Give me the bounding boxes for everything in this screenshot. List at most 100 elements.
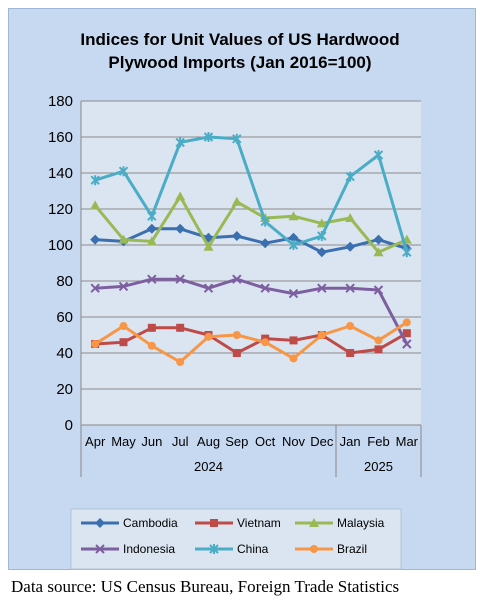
point-vietnam-3 (176, 323, 185, 332)
point-china-4 (203, 132, 214, 142)
point-cambodia-0 (90, 234, 101, 245)
point-cambodia-2 (146, 223, 157, 234)
point-cambodia-10 (373, 234, 384, 245)
x-tick-label-7: Nov (282, 434, 306, 449)
point-brazil-7 (289, 354, 298, 363)
point-malaysia-8 (316, 218, 327, 228)
legend-marker-vietnam (210, 519, 218, 527)
x-tick-label-1: May (111, 434, 136, 449)
series-line-vietnam (95, 326, 408, 355)
legend-label-cambodia: Cambodia (123, 516, 178, 530)
point-china-9 (345, 171, 355, 182)
point-vietnam-10 (374, 345, 383, 354)
legend-label-indonesia: Indonesia (123, 542, 175, 556)
point-cambodia-8 (316, 247, 327, 258)
legend-marker-indonesia (95, 544, 105, 554)
y-tick-label-2: 40 (56, 345, 73, 362)
point-china-3 (175, 137, 185, 148)
y-tick-label-7: 140 (48, 165, 73, 182)
point-malaysia-7 (288, 211, 299, 221)
legend: Cambodia Vietnam Malaysia Indonesia China Bra… (70, 508, 402, 570)
point-malaysia-1 (118, 234, 129, 244)
point-cambodia-9 (345, 241, 356, 252)
x-tick-label-0: Apr (85, 434, 106, 449)
point-indonesia-0 (90, 283, 100, 293)
x-tick-label-6: Oct (255, 434, 276, 449)
point-brazil-9 (346, 322, 355, 330)
y-tick-label-9: 180 (48, 93, 73, 110)
y-tick-label-3: 60 (56, 309, 73, 326)
point-indonesia-1 (118, 281, 129, 292)
point-indonesia-2 (147, 274, 157, 284)
point-indonesia-10 (373, 285, 384, 295)
point-vietnam-1 (119, 338, 128, 347)
point-malaysia-9 (345, 213, 356, 222)
legend-marker-brazil (310, 545, 318, 553)
point-brazil-11 (402, 318, 411, 327)
y-tick-label-8: 160 (48, 129, 73, 146)
chart-title: Indices for Unit Values of US Hardwood P… (80, 30, 399, 72)
year-label-2025: 2025 (364, 459, 393, 474)
point-china-1 (118, 166, 129, 177)
point-china-5 (232, 133, 242, 144)
x-tick-label-3: Jul (172, 434, 189, 449)
point-vietnam-7 (289, 336, 298, 345)
point-malaysia-4 (203, 241, 214, 251)
x-tick-label-5: Sep (225, 434, 248, 449)
series-line-brazil (94, 321, 408, 364)
point-china-8 (317, 231, 327, 241)
legend-label-malaysia: Malaysia (337, 516, 385, 530)
point-china-10 (373, 150, 384, 160)
x-tick-label-11: Mar (396, 434, 419, 449)
y-tick-label-6: 120 (48, 201, 73, 218)
plot-area (81, 101, 421, 425)
y-tick-label-0: 0 (65, 417, 73, 434)
legend-label-china: China (237, 542, 269, 556)
point-indonesia-4 (203, 283, 214, 293)
legend-marker-china (209, 544, 219, 554)
series-line-indonesia (95, 277, 409, 345)
chart-title-line-1: Indices for Unit Values of US Hardwood (80, 30, 399, 49)
point-china-7 (288, 240, 299, 250)
point-indonesia-6 (260, 283, 270, 293)
point-vietnam-11 (402, 329, 411, 338)
point-indonesia-5 (232, 274, 242, 284)
point-china-6 (260, 216, 270, 227)
point-china-0 (90, 175, 100, 186)
point-vietnam-9 (346, 349, 355, 357)
point-brazil-2 (147, 341, 156, 350)
x-tick-label-4: Aug (197, 434, 220, 449)
plot-area-group: 0 20 40 60 80 100 120 140 160 180 Apr May Jun Jul Aug S… (48, 93, 422, 477)
point-malaysia-5 (231, 196, 242, 206)
point-brazil-4 (204, 332, 213, 341)
point-malaysia-10 (373, 247, 384, 257)
x-tick-label-2: Jun (141, 434, 162, 449)
year-label-2024: 2024 (194, 459, 223, 474)
legend-label-brazil: Brazil (337, 542, 367, 556)
point-brazil-3 (176, 358, 185, 366)
legend-marker-cambodia (95, 518, 105, 528)
point-vietnam-5 (232, 349, 241, 357)
series-line-cambodia (95, 227, 408, 254)
series-line-malaysia (94, 194, 408, 254)
point-brazil-8 (317, 331, 326, 339)
point-cambodia-5 (231, 231, 242, 241)
point-china-2 (147, 211, 157, 222)
legend-marker-malaysia (309, 518, 319, 527)
point-indonesia-9 (345, 283, 355, 293)
legend-box (70, 508, 402, 570)
chart-svg: Indices for Unit Values of US Hardwood P… (48, 30, 422, 570)
x-tick-label-9: Jan (340, 434, 361, 449)
point-indonesia-11 (402, 339, 412, 349)
point-malaysia-2 (146, 236, 157, 246)
point-indonesia-7 (288, 288, 299, 299)
point-brazil-1 (119, 322, 128, 330)
point-cambodia-3 (175, 223, 186, 234)
chart-title-line-2: Plywood Imports (Jan 2016=100) (108, 53, 371, 72)
point-brazil-6 (261, 338, 270, 347)
point-cambodia-7 (288, 232, 299, 243)
series-line-china (94, 135, 409, 253)
y-tick-label-5: 100 (48, 237, 73, 254)
point-malaysia-3 (175, 191, 186, 201)
point-indonesia-8 (317, 283, 327, 293)
